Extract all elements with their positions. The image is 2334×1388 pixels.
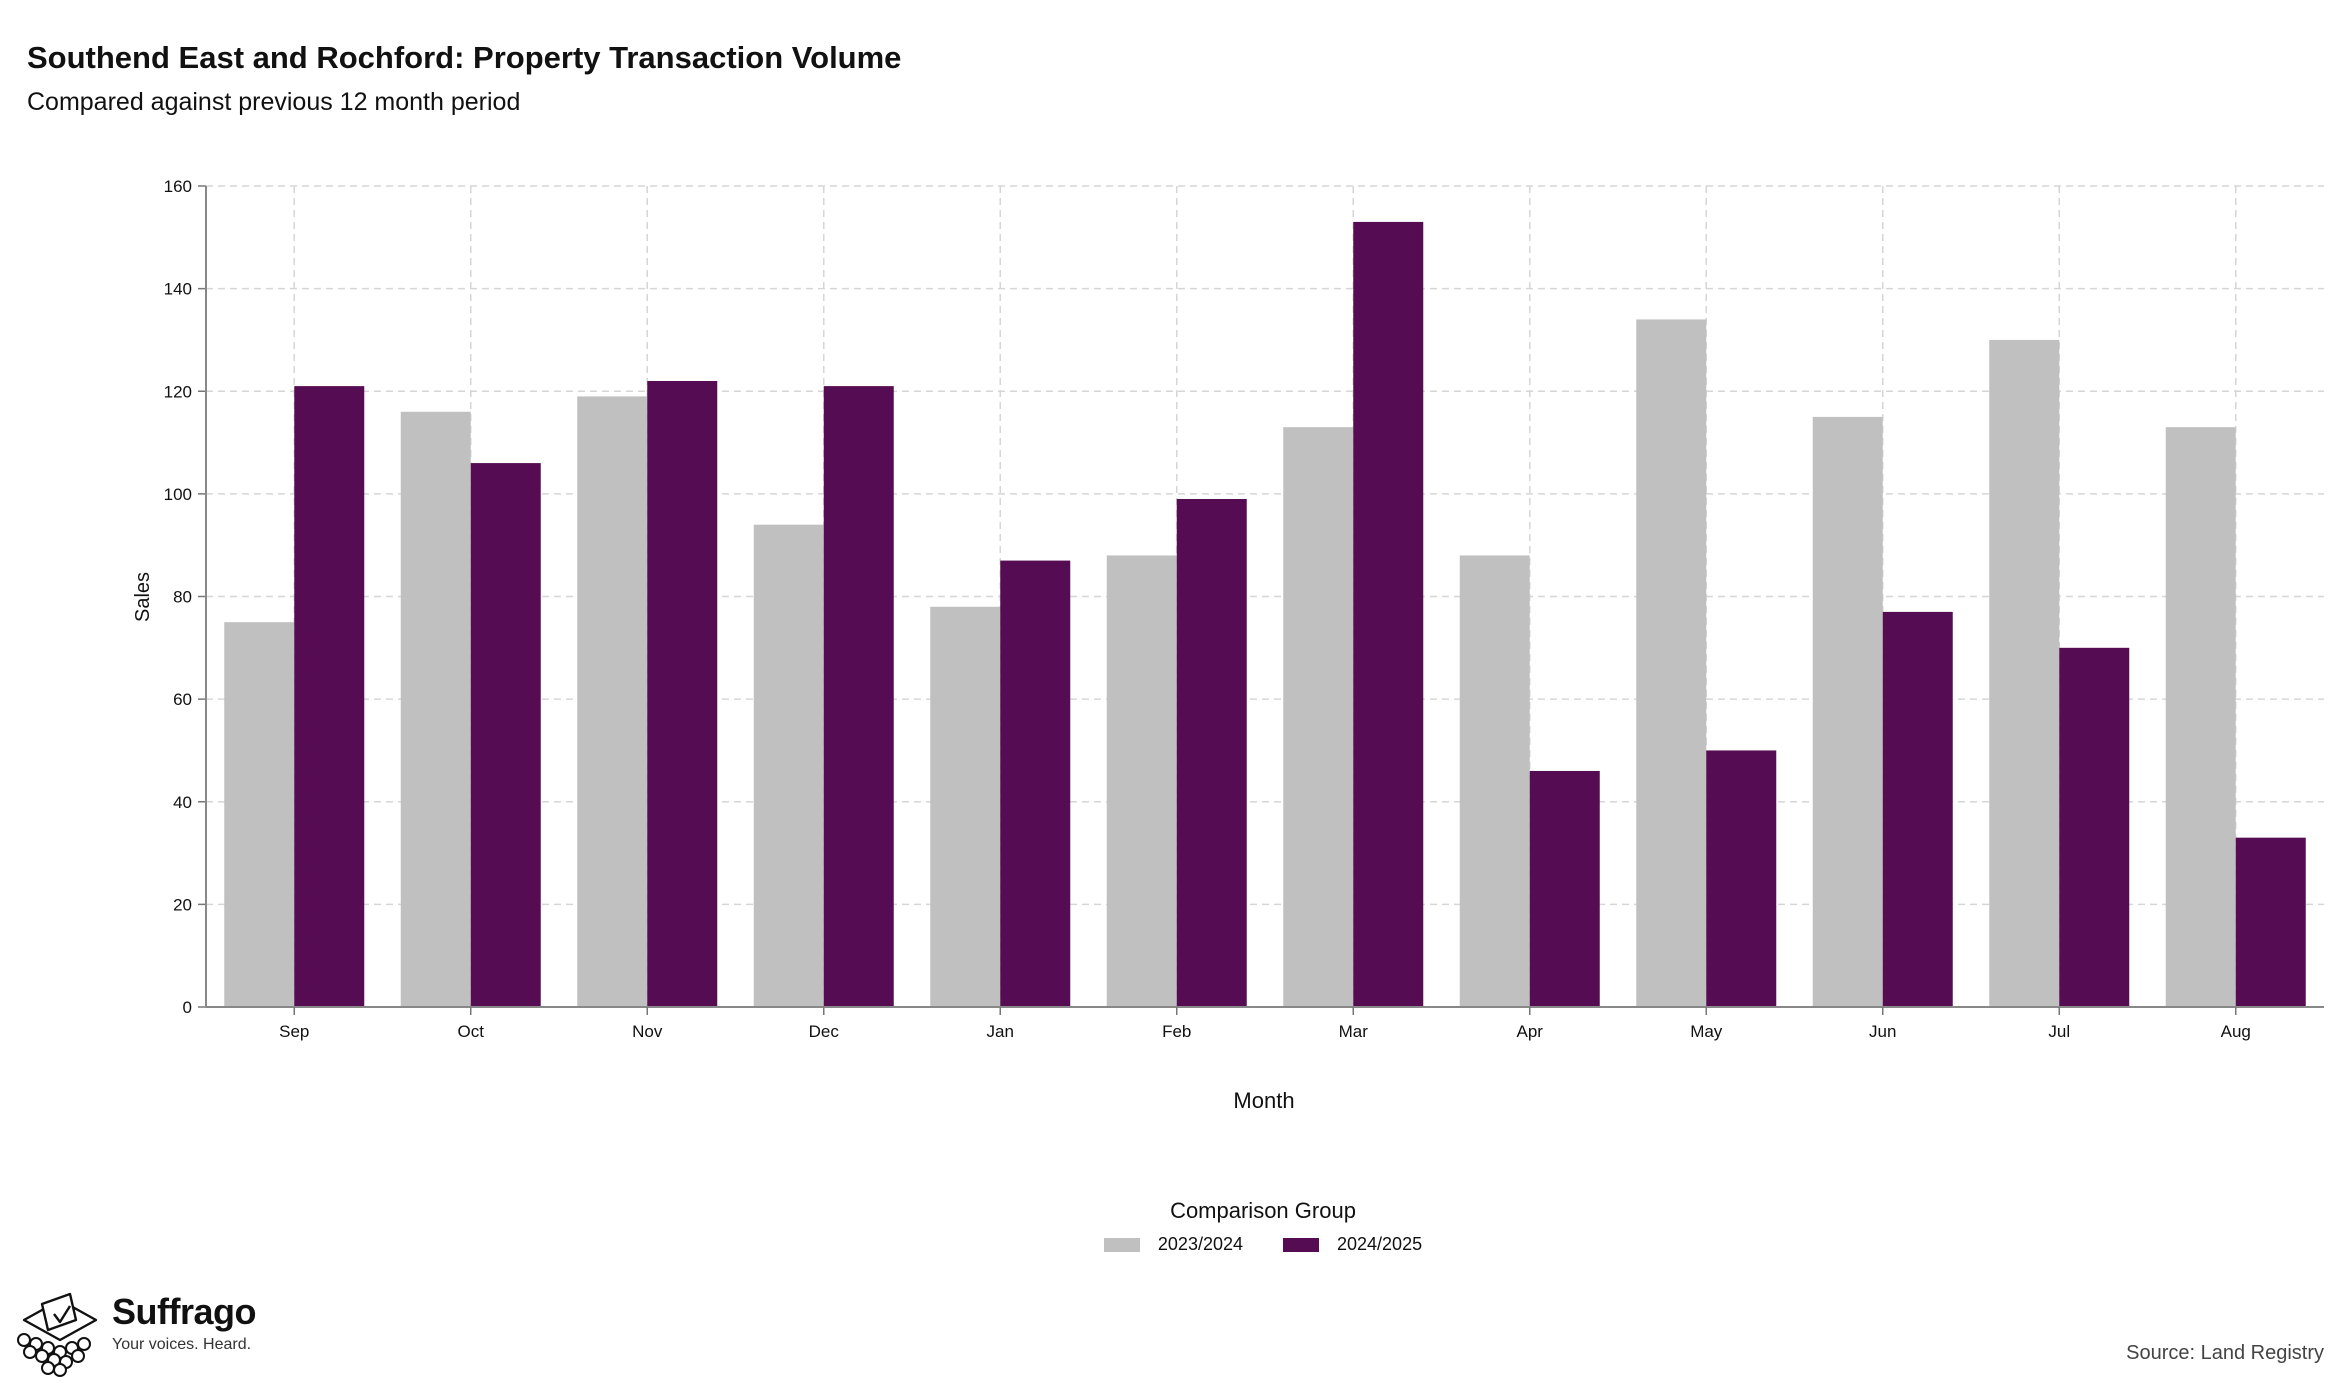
x-tick-label: Nov: [632, 1022, 663, 1041]
bar-oct-2023-2024: [400, 411, 471, 1007]
x-tick-label: Mar: [1339, 1022, 1369, 1041]
suffrago-logo: Suffrago Your voices. Heard.: [14, 1291, 257, 1378]
x-tick-label: Oct: [458, 1022, 485, 1041]
legend-label-2024-2025: 2024/2025: [1337, 1234, 1423, 1254]
y-tick-label: 40: [173, 793, 192, 812]
bar-sep-2024-2025: [294, 386, 365, 1007]
source-note: Source: Land Registry: [2126, 1342, 2324, 1364]
y-tick-label: 20: [173, 895, 192, 914]
bar-jul-2024-2025: [2059, 647, 2130, 1007]
x-axis-title: Month: [1233, 1088, 1294, 1113]
x-tick-label: Jul: [2048, 1022, 2070, 1041]
x-tick-label: Aug: [2221, 1022, 2251, 1041]
y-tick-label: 120: [164, 382, 192, 401]
x-tick-label: May: [1690, 1022, 1723, 1041]
y-axis-title: Sales: [132, 572, 154, 622]
y-tick-label: 160: [164, 177, 192, 196]
bar-jun-2024-2025: [1882, 611, 1953, 1007]
x-tick-label: Feb: [1162, 1022, 1191, 1041]
bar-dec-2023-2024: [753, 524, 824, 1007]
bar-dec-2024-2025: [823, 386, 894, 1007]
bar-apr-2023-2024: [1459, 555, 1530, 1007]
x-tick-label: Jun: [1869, 1022, 1896, 1041]
bar-aug-2023-2024: [2165, 427, 2236, 1007]
bar-aug-2024-2025: [2235, 837, 2306, 1007]
y-tick-label: 60: [173, 690, 192, 709]
bar-nov-2023-2024: [577, 396, 648, 1008]
bar-mar-2023-2024: [1283, 427, 1354, 1007]
bar-may-2024-2025: [1706, 750, 1777, 1007]
bar-jan-2024-2025: [1000, 560, 1071, 1007]
brand-tagline: Your voices. Heard.: [112, 1336, 252, 1353]
bar-mar-2024-2025: [1353, 221, 1424, 1007]
legend-item-2023-2024: 2023/2024: [1103, 1234, 1243, 1255]
bar-feb-2023-2024: [1106, 555, 1177, 1007]
y-tick-label: 0: [183, 998, 192, 1017]
bar-feb-2024-2025: [1176, 499, 1247, 1007]
legend: Comparison Group 2023/2024 2024/2025: [0, 1198, 2334, 1257]
legend-item-2024-2025: 2024/2025: [1283, 1234, 1422, 1255]
bar-nov-2024-2025: [647, 380, 718, 1007]
y-tick-label: 100: [164, 485, 192, 504]
bar-may-2023-2024: [1636, 319, 1707, 1008]
x-tick-label: Dec: [809, 1022, 840, 1041]
bar-chart: 0 20 40 60 80 100 120 140 160 Sep Oct Nov Dec Jan Feb M…: [132, 177, 2324, 1113]
legend-swatch-2023-2024: [1103, 1237, 1140, 1252]
legend-label-2023-2024: 2023/2024: [1157, 1234, 1243, 1254]
bar-apr-2024-2025: [1529, 770, 1600, 1007]
x-tick-label: Apr: [1517, 1022, 1544, 1041]
x-tick-label: Sep: [279, 1022, 309, 1041]
chart-subtitle: Compared against previous 12 month perio…: [27, 88, 521, 116]
y-tick-label: 140: [164, 280, 192, 299]
bar-jul-2023-2024: [1989, 339, 2060, 1007]
x-tick-label: Jan: [987, 1022, 1014, 1041]
bar-jun-2023-2024: [1812, 416, 1883, 1007]
ballot-box-icon: [17, 1292, 98, 1377]
bar-sep-2023-2024: [224, 622, 295, 1007]
y-tick-label: 80: [173, 588, 192, 607]
legend-title: Comparison Group: [1170, 1198, 1356, 1223]
bar-jan-2023-2024: [930, 606, 1001, 1007]
brand-name: Suffrago: [112, 1291, 257, 1332]
chart-title: Southend East and Rochford: Property Tra…: [27, 40, 902, 75]
legend-swatch-2024-2025: [1283, 1237, 1319, 1252]
bar-oct-2024-2025: [470, 463, 541, 1007]
